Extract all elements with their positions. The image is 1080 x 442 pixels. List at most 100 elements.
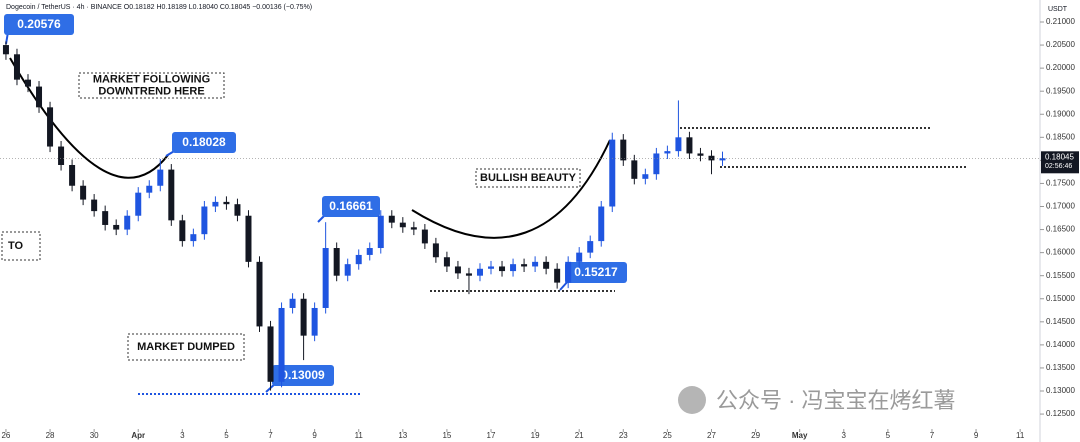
candle-body: [554, 268, 561, 283]
candle-body: [576, 252, 583, 262]
candle-body: [36, 86, 43, 108]
trend-curve: [411, 139, 611, 239]
candle-body: [47, 107, 54, 147]
candle-body: [333, 248, 340, 276]
candle: [410, 221, 417, 236]
x-tick-label: 11: [1016, 431, 1025, 440]
candle: [432, 237, 439, 263]
x-tick-label: 7: [268, 431, 273, 440]
candle: [256, 256, 263, 332]
candle-body: [300, 298, 307, 336]
y-tick-label: 0.19500: [1046, 86, 1075, 95]
x-tick-label: 9: [312, 431, 317, 440]
candle: [69, 159, 76, 192]
candle-body: [653, 153, 660, 175]
candle: [521, 258, 528, 273]
note-text: BULLISH BEAUTY: [480, 172, 577, 184]
candle-body: [598, 206, 605, 242]
candle-body: [587, 241, 594, 253]
candle: [190, 228, 197, 247]
x-tick-label: 9: [974, 431, 979, 440]
candle-body: [179, 220, 186, 242]
candle-body: [499, 266, 506, 272]
y-tick-label: 0.18500: [1046, 132, 1075, 141]
candle-body: [465, 273, 472, 276]
x-tick-label: 5: [886, 431, 891, 440]
countdown: 02:56:46: [1045, 163, 1072, 170]
chart-title: Dogecoin / TetherUS · 4h · BINANCE O0.18…: [6, 4, 312, 11]
candle-body: [620, 139, 627, 161]
candle-body: [443, 257, 450, 267]
candle-body: [421, 229, 428, 244]
x-tick-label: 19: [531, 431, 540, 440]
candle: [631, 154, 638, 185]
candle: [675, 100, 682, 157]
note-box: [127, 333, 245, 361]
candle-body: [510, 264, 517, 272]
candle-body: [521, 264, 528, 267]
x-tick-label: 21: [575, 431, 584, 440]
candle-body: [267, 326, 274, 382]
x-tick-label: 26: [1, 431, 10, 440]
candle: [454, 260, 461, 279]
candle-body: [410, 227, 417, 230]
candle-body: [13, 54, 20, 80]
y-tick-label: 0.19000: [1046, 109, 1075, 118]
candle-body: [2, 45, 9, 55]
candle: [157, 158, 164, 192]
candle-body: [135, 192, 142, 216]
candle: [620, 134, 627, 166]
candle-body: [80, 185, 87, 200]
candle: [80, 180, 87, 206]
candle: [554, 263, 561, 289]
x-tick-label: 3: [180, 431, 185, 440]
candle-body: [719, 158, 726, 161]
candle: [212, 196, 219, 213]
note-box: [475, 168, 581, 188]
candle-body: [278, 307, 285, 382]
candle: [2, 41, 9, 60]
candle: [565, 256, 572, 289]
candle: [543, 256, 550, 275]
candle: [399, 217, 406, 233]
y-tick-label: 0.13000: [1046, 386, 1075, 395]
y-tick-label: 0.15500: [1046, 271, 1075, 280]
candle-body: [532, 261, 539, 267]
candle: [355, 249, 362, 270]
note-box: [1, 231, 41, 261]
candle-body: [675, 137, 682, 152]
candle-body: [91, 199, 98, 212]
y-tick-label: 0.13500: [1046, 363, 1075, 372]
candle-body: [377, 215, 384, 249]
candle: [642, 168, 649, 185]
candle-body: [344, 264, 351, 276]
candle-body: [168, 169, 175, 221]
y-tick-label: 0.20500: [1046, 40, 1075, 49]
y-tick-label: 0.17000: [1046, 202, 1075, 211]
candle-body: [432, 243, 439, 258]
candle-body: [686, 137, 693, 154]
candle: [476, 263, 483, 282]
candle: [587, 235, 594, 259]
candle-body: [454, 266, 461, 274]
y-tick-label: 0.14000: [1046, 340, 1075, 349]
candle: [377, 210, 384, 254]
y-tick-label: 0.14500: [1046, 317, 1075, 326]
candle: [322, 222, 329, 314]
last-price-box: [1041, 151, 1079, 174]
x-tick-label: 13: [398, 431, 407, 440]
candle: [653, 147, 660, 180]
callout-box: [4, 14, 74, 35]
candle: [697, 147, 704, 162]
candle: [388, 210, 395, 229]
callout-label: 0.16661: [329, 199, 373, 213]
candle: [58, 141, 65, 171]
candle: [267, 320, 274, 391]
candle-body: [102, 211, 109, 225]
candle: [25, 74, 32, 93]
candle: [465, 267, 472, 295]
x-tick-label: 25: [663, 431, 672, 440]
candle: [179, 214, 186, 247]
callout-label: 0.20576: [17, 17, 61, 31]
